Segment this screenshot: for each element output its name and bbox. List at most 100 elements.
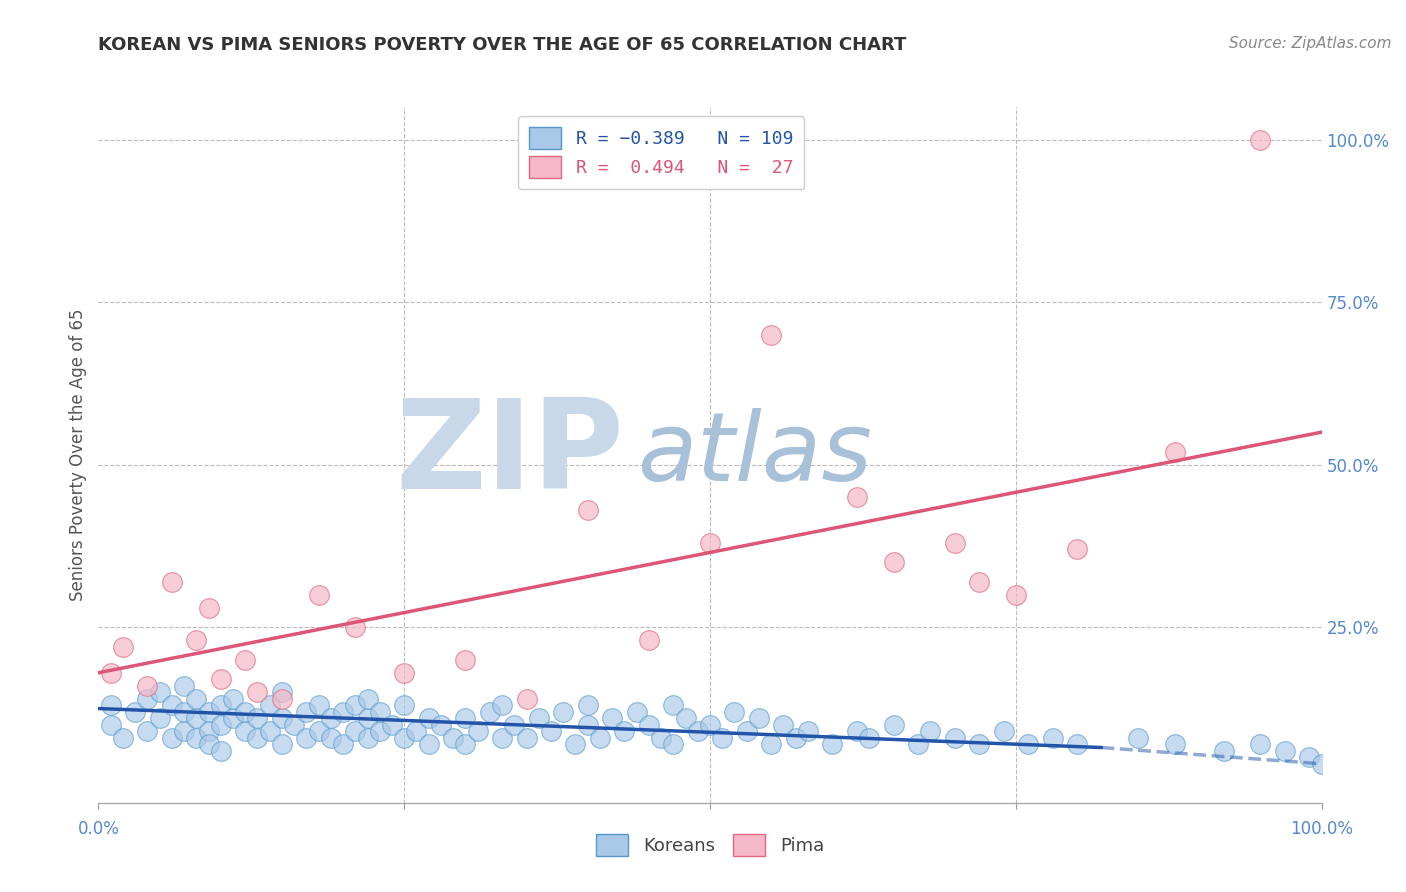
Point [368,705,391,719]
Point [356,731,378,745]
Point [1249,132,1271,146]
Point [160,698,183,713]
Point [246,731,269,745]
Point [356,691,378,706]
Point [675,711,697,725]
Point [467,724,489,739]
Point [576,698,599,713]
Point [638,718,661,732]
Point [233,653,256,667]
Point [993,724,1015,739]
Point [478,705,501,719]
Point [270,711,294,725]
Point [943,535,966,549]
Point [858,731,880,745]
Point [600,711,623,725]
Point [197,600,219,615]
Point [515,691,537,706]
Point [173,724,195,739]
Point [845,490,868,504]
Point [1212,744,1234,758]
Point [160,731,183,745]
Point [186,711,208,725]
Point [392,665,416,680]
Point [392,698,416,713]
Point [233,705,256,719]
Point [723,705,745,719]
Point [1017,737,1039,751]
Point [209,744,232,758]
Point [662,737,685,751]
Point [613,724,636,739]
Point [368,724,391,739]
Point [209,672,232,686]
Point [454,653,477,667]
Point [883,718,905,732]
Point [319,731,342,745]
Point [259,698,281,713]
Point [344,724,367,739]
Point [173,679,195,693]
Point [454,711,477,725]
Point [233,724,256,739]
Point [124,705,146,719]
Point [149,685,172,699]
Point [270,691,294,706]
Text: KOREAN VS PIMA SENIORS POVERTY OVER THE AGE OF 65 CORRELATION CHART: KOREAN VS PIMA SENIORS POVERTY OVER THE … [98,36,907,54]
Point [392,731,416,745]
Point [418,737,440,751]
Point [209,698,232,713]
Point [454,737,477,751]
Point [1042,731,1064,745]
Point [943,731,966,745]
Point [308,724,330,739]
Point [845,724,868,739]
Point [100,718,122,732]
Point [662,698,685,713]
Point [111,731,134,745]
Point [821,737,844,751]
Point [711,731,734,745]
Text: ZIP: ZIP [395,394,624,516]
Point [356,711,378,725]
Point [160,574,183,589]
Point [136,679,159,693]
Point [527,711,550,725]
Point [907,737,929,751]
Point [222,691,245,706]
Point [748,711,770,725]
Point [967,574,990,589]
Point [246,711,269,725]
Point [553,705,575,719]
Point [100,698,122,713]
Point [1310,756,1333,771]
Point [222,711,245,725]
Point [699,535,721,549]
Point [111,640,134,654]
Point [1298,750,1320,764]
Point [650,731,672,745]
Point [259,724,281,739]
Point [785,731,807,745]
Point [441,731,464,745]
Point [1066,542,1088,557]
Point [332,705,354,719]
Point [381,718,404,732]
Point [503,718,526,732]
Point [1128,731,1150,745]
Point [136,724,159,739]
Point [1004,588,1026,602]
Legend: Koreans, Pima: Koreans, Pima [589,827,831,863]
Point [418,711,440,725]
Point [920,724,942,739]
Y-axis label: Seniors Poverty Over the Age of 65: Seniors Poverty Over the Age of 65 [69,309,87,601]
Point [197,737,219,751]
Point [332,737,354,751]
Point [1066,737,1088,751]
Point [149,711,172,725]
Point [209,718,232,732]
Point [1249,737,1271,751]
Text: 0.0%: 0.0% [77,821,120,838]
Point [186,731,208,745]
Point [515,731,537,745]
